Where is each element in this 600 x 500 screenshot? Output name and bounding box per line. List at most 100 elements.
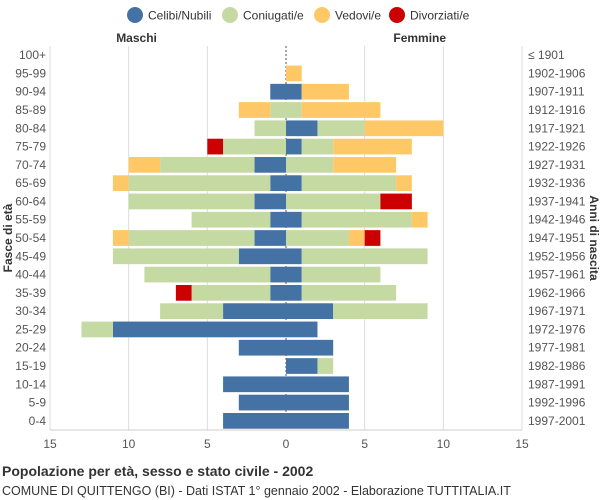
age-group-label: 100+ (19, 48, 46, 62)
bar-female-5-9-celibi (286, 394, 349, 411)
bar-female-95-99-vedovi (286, 65, 302, 82)
bar-female-45-49-celibi (286, 248, 302, 265)
bar-female-50-54-divorziati (364, 230, 381, 246)
bar-female-60-64-divorziati (380, 193, 412, 210)
bar-male-35-39-celibi (270, 284, 286, 301)
males-side-label: Maschi (116, 31, 157, 45)
bar-female-20-24-celibi (286, 339, 334, 356)
bar-male-30-34-celibi (223, 303, 286, 320)
x-axis-ticks: 15 10 5 0 5 10 15 (43, 437, 529, 451)
birth-year-label: 1952-1956 (528, 249, 586, 263)
age-group-label: 20-24 (15, 341, 46, 355)
bar-male-65-69-vedovi (112, 175, 129, 192)
bar-female-40-44-celibi (286, 266, 302, 283)
birth-year-label: 1907-1911 (528, 85, 585, 99)
bar-male-50-54-vedovi (112, 230, 129, 246)
age-group-label: 65-69 (15, 176, 46, 190)
age-group-label: 80-84 (15, 121, 46, 135)
chart-title: Popolazione per età, sesso e stato civil… (2, 463, 314, 479)
x-tick-label: 5 (361, 437, 368, 451)
bar-female-50-54-vedovi (348, 230, 365, 246)
bar-male-45-49-coniugati (112, 248, 239, 265)
bar-female-60-64-coniugati (286, 193, 381, 210)
age-group-label: 70-74 (15, 158, 46, 172)
age-group-label: 25-29 (15, 322, 46, 336)
legend-label-celibi: Celibi/Nubili (148, 9, 211, 23)
birth-year-label: 1962-1966 (528, 286, 586, 300)
bar-female-65-69-vedovi (396, 175, 412, 192)
bar-female-55-59-coniugati (301, 211, 412, 228)
bar-female-75-79-vedovi (333, 138, 412, 155)
age-group-label: 0-4 (29, 414, 47, 428)
legend-swatch-celibi (127, 7, 143, 23)
birth-year-label: 1942-1946 (528, 213, 586, 227)
birth-year-label: 1992-1996 (528, 396, 586, 410)
age-group-label: 5-9 (29, 396, 47, 410)
bar-male-90-94-celibi (270, 83, 286, 100)
bar-male-45-49-celibi (238, 248, 286, 265)
birth-year-label: 1932-1936 (528, 176, 586, 190)
age-group-label: 60-64 (15, 194, 46, 208)
bar-female-80-84-celibi (286, 120, 318, 137)
bar-female-65-69-celibi (286, 175, 302, 192)
age-group-label: 90-94 (15, 85, 46, 99)
bar-female-85-89-coniugati (286, 102, 302, 118)
bar-male-10-14-celibi (223, 376, 286, 393)
bar-female-75-79-celibi (286, 138, 302, 155)
bar-female-15-19-celibi (286, 358, 318, 374)
bar-male-25-29-celibi (112, 321, 286, 338)
bar-female-90-94-celibi (286, 83, 302, 100)
birth-year-label: 1917-1921 (528, 121, 586, 135)
legend-swatch-divorziati (389, 7, 405, 23)
bar-female-55-59-vedovi (411, 211, 428, 228)
legend-swatch-coniugati (222, 7, 238, 23)
bar-male-50-54-coniugati (128, 230, 255, 246)
x-tick-label: 5 (204, 437, 211, 451)
females-side-label: Femmine (393, 31, 446, 45)
bar-male-25-29-coniugati (81, 321, 113, 338)
birth-year-label: 1972-1976 (528, 322, 586, 336)
bar-female-10-14-celibi (286, 376, 349, 393)
bar-female-35-39-celibi (286, 284, 302, 301)
bar-male-75-79-coniugati (223, 138, 286, 155)
birth-year-label: 1967-1971 (528, 304, 586, 318)
age-group-ticks: 100+ 95-99 90-94 85-89 80-84 75-79 70-74 65-69 6… (15, 48, 46, 428)
bar-female-30-34-celibi (286, 303, 334, 320)
bar-male-80-84-coniugati (254, 120, 286, 137)
birth-year-label: 1957-1961 (528, 268, 586, 282)
birth-year-label: 1947-1951 (528, 231, 586, 245)
bar-male-5-9-celibi (238, 394, 286, 411)
birth-year-label: 1937-1941 (528, 194, 586, 208)
bar-female-30-34-coniugati (333, 303, 428, 320)
birth-year-label: ≤ 1901 (528, 48, 565, 62)
bar-male-75-79-divorziati (207, 138, 224, 155)
birth-year-label: 1997-2001 (528, 414, 586, 428)
bar-male-70-74-coniugati (160, 156, 255, 173)
x-tick-label: 10 (122, 437, 136, 451)
bars (81, 65, 444, 429)
legend-label-coniugati: Coniugati/e (243, 9, 304, 23)
y-axis-title-right: Anni di nascita (587, 195, 600, 281)
bar-male-70-74-vedovi (128, 156, 161, 173)
bar-male-65-69-coniugati (128, 175, 271, 192)
bar-female-80-84-coniugati (317, 120, 365, 137)
bar-male-40-44-coniugati (144, 266, 271, 283)
bar-female-15-19-coniugati (317, 358, 334, 374)
age-group-label: 45-49 (15, 249, 46, 263)
legend-label-divorziati: Divorziati/e (410, 9, 470, 23)
bar-male-40-44-celibi (270, 266, 286, 283)
bar-female-0-4-celibi (286, 412, 349, 429)
birth-year-label: 1922-1926 (528, 140, 586, 154)
birth-year-label: 1982-1986 (528, 359, 586, 373)
bar-male-85-89-coniugati (270, 102, 286, 118)
bar-female-90-94-vedovi (301, 83, 349, 100)
birth-year-label: 1987-1991 (528, 377, 586, 391)
bar-male-85-89-vedovi (238, 102, 271, 118)
legend-label-vedovi: Vedovi/e (335, 9, 381, 23)
chart-subtitle: COMUNE DI QUITTENGO (BI) - Dati ISTAT 1°… (2, 484, 511, 498)
bar-male-0-4-celibi (223, 412, 286, 429)
age-group-label: 40-44 (15, 268, 46, 282)
age-group-label: 30-34 (15, 304, 46, 318)
bar-male-65-69-celibi (270, 175, 286, 192)
age-group-label: 55-59 (15, 213, 46, 227)
